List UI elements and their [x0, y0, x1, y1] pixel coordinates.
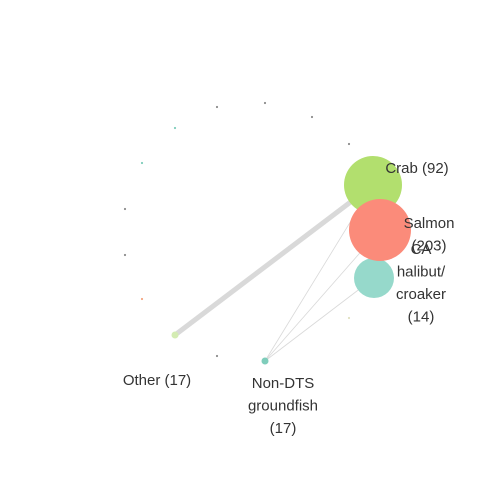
node-label-line: (14)	[408, 309, 435, 326]
node-salmon	[349, 199, 411, 261]
minor-node	[347, 142, 351, 146]
node-label-salmon: Salmon (203)	[404, 215, 455, 255]
node-other	[171, 331, 179, 339]
minor-node	[263, 101, 267, 105]
major-nodes-layer	[171, 156, 411, 365]
minor-nodes-layer	[123, 101, 351, 358]
minor-node	[123, 207, 127, 211]
edge-ca-halibut-non-dts	[264, 277, 375, 362]
minor-node	[215, 354, 219, 358]
node-label-line: Crab (92)	[385, 160, 448, 177]
node-label-non-dts: Non-DTS groundfish (17)	[248, 375, 318, 437]
minor-node	[310, 115, 314, 119]
edge-crab-other	[172, 182, 376, 338]
node-label-line: (17)	[270, 420, 297, 437]
minor-node	[215, 105, 219, 109]
minor-node	[140, 161, 144, 165]
node-label-line: halibut/	[397, 264, 446, 281]
minor-node	[123, 253, 127, 257]
node-label-line: groundfish	[248, 398, 318, 415]
node-label-line: (203)	[411, 238, 446, 255]
minor-node	[347, 316, 351, 320]
node-non-dts	[261, 357, 269, 365]
node-label-other: Other (17)	[123, 372, 191, 389]
labels-layer: Crab (92) Salmon (203)CA halibut/croaker (14…	[123, 160, 455, 437]
node-label-ca-halibut: CA halibut/croaker (14)	[396, 241, 446, 326]
node-label-line: Other (17)	[123, 372, 191, 389]
edges-layer	[172, 182, 381, 362]
node-label-line: CA	[411, 241, 432, 258]
minor-node	[140, 297, 144, 301]
node-label-line: Salmon	[404, 215, 455, 232]
node-crab	[344, 156, 402, 214]
node-label-line: croaker	[396, 286, 446, 303]
node-ca-halibut	[354, 258, 394, 298]
node-label-crab: Crab (92)	[385, 160, 448, 177]
minor-node	[173, 126, 177, 130]
node-label-line: Non-DTS	[252, 375, 315, 392]
